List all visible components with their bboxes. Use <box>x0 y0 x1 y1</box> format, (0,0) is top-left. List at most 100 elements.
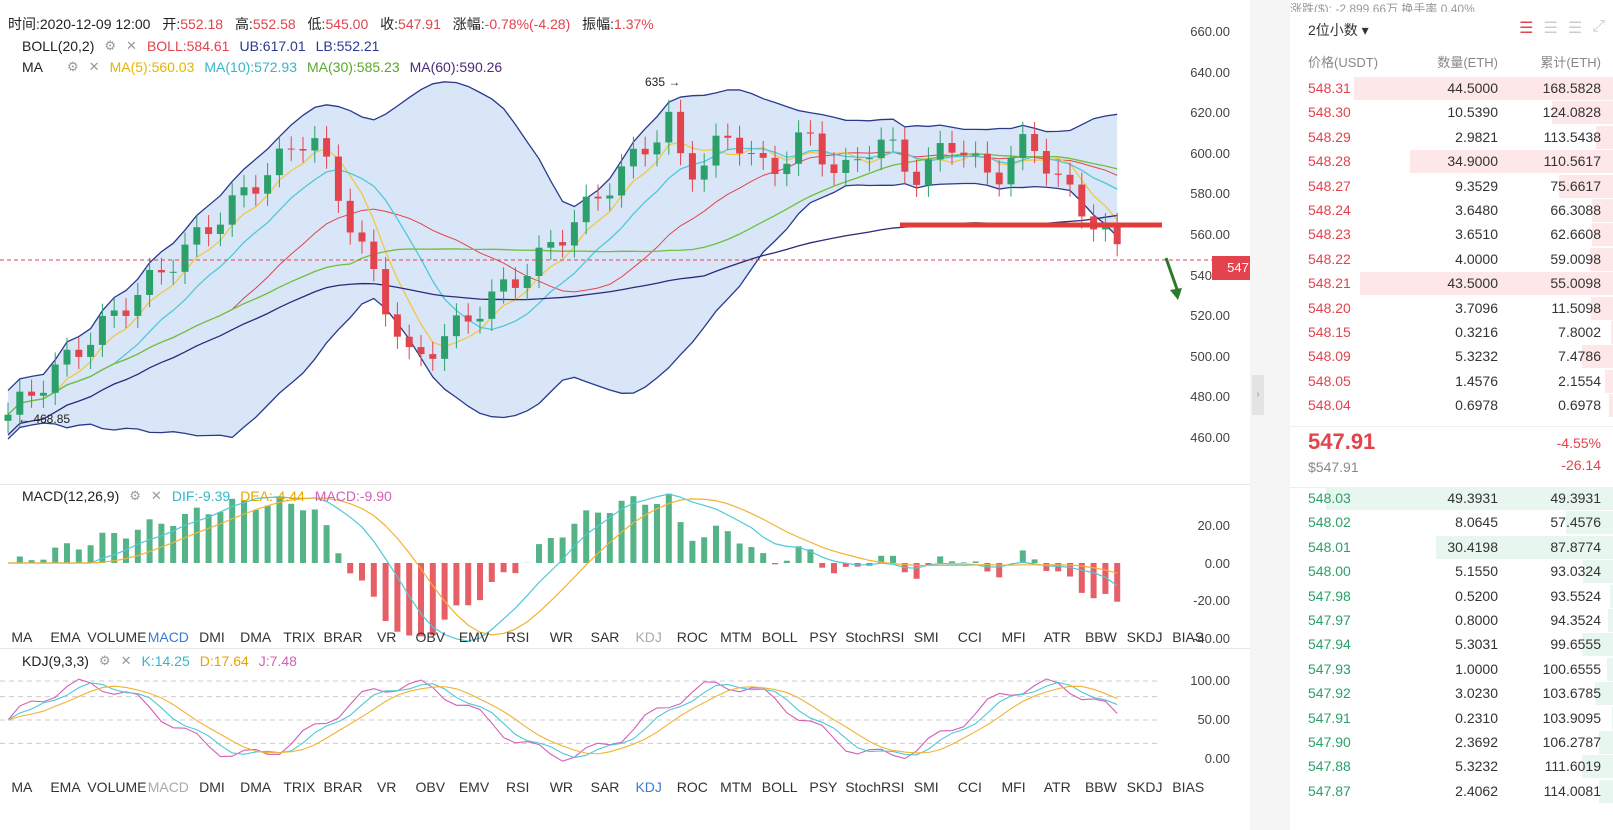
ask-row[interactable]: 548.21 43.5000 55.0098 <box>1290 271 1613 296</box>
bid-row[interactable]: 548.03 49.3931 49.3931 <box>1290 486 1613 511</box>
tab-mtm[interactable]: MTM <box>720 779 752 795</box>
bid-row[interactable]: 547.88 5.3232 111.6019 <box>1290 754 1613 779</box>
ask-row[interactable]: 548.20 3.7096 11.5098 <box>1290 296 1613 321</box>
bid-row[interactable]: 548.00 5.1550 93.0324 <box>1290 559 1613 584</box>
both-view-icon[interactable]: ☰ <box>1519 20 1534 37</box>
bid-row[interactable]: 548.02 8.0645 57.4576 <box>1290 510 1613 535</box>
tab-obv[interactable]: OBV <box>415 779 446 795</box>
bid-row[interactable]: 547.94 5.3031 99.6555 <box>1290 632 1613 657</box>
bid-row[interactable]: 547.93 1.0000 100.6555 <box>1290 657 1613 682</box>
close-icon[interactable]: ✕ <box>126 38 137 53</box>
tab-ma[interactable]: MA <box>11 779 33 795</box>
tab-smi[interactable]: SMI <box>913 779 939 795</box>
tab-bbw[interactable]: BBW <box>1084 779 1117 795</box>
tab-bias[interactable]: BIAS <box>1172 779 1205 795</box>
tab-mfi[interactable]: MFI <box>1001 629 1026 645</box>
row-price: 548.01 <box>1308 538 1351 555</box>
tab-psy[interactable]: PSY <box>809 629 838 645</box>
tab-boll[interactable]: BOLL <box>761 779 798 795</box>
tab-psy[interactable]: PSY <box>809 779 838 795</box>
ask-row[interactable]: 548.22 4.0000 59.0098 <box>1290 247 1613 272</box>
tab-dmi[interactable]: DMI <box>199 629 225 645</box>
tab-obv[interactable]: OBV <box>415 629 446 645</box>
tab-rsi[interactable]: RSI <box>506 629 530 645</box>
settings-icon[interactable]: ⚙ <box>129 488 141 503</box>
chart-area[interactable]: 635 → ← 468.85 时间:2020-12-09 12:00 开:552.… <box>0 0 1282 830</box>
tab-roc[interactable]: ROC <box>676 629 708 645</box>
tab-dma[interactable]: DMA <box>240 629 272 645</box>
expand-icon[interactable]: ⤢ <box>1592 18 1605 35</box>
ask-row[interactable]: 548.04 0.6978 0.6978 <box>1290 393 1613 418</box>
bid-row[interactable]: 547.98 0.5200 93.5524 <box>1290 584 1613 609</box>
tab-emv[interactable]: EMV <box>458 629 490 645</box>
row-price: 547.87 <box>1308 782 1351 799</box>
tab-ema[interactable]: EMA <box>50 629 81 645</box>
bid-row[interactable]: 547.91 0.2310 103.9095 <box>1290 706 1613 731</box>
tab-cci[interactable]: CCI <box>957 629 982 645</box>
tab-bbw[interactable]: BBW <box>1084 629 1117 645</box>
bid-row[interactable]: 547.90 2.3692 106.2787 <box>1290 730 1613 755</box>
close-icon[interactable]: ✕ <box>88 59 100 74</box>
tab-kdj[interactable]: KDJ <box>635 629 662 645</box>
precision-select[interactable]: 2位小数 ▾ <box>1308 22 1369 38</box>
tab-volume[interactable]: VOLUME <box>87 629 147 645</box>
ask-row[interactable]: 548.31 44.5000 168.5828 <box>1290 76 1613 101</box>
settings-icon[interactable]: ⚙ <box>104 38 117 53</box>
bid-row[interactable]: 548.01 30.4198 87.8774 <box>1290 535 1613 560</box>
ask-row[interactable]: 548.24 3.6480 66.3088 <box>1290 198 1613 223</box>
tab-kdj[interactable]: KDJ <box>635 779 662 795</box>
ask-row[interactable]: 548.28 34.9000 110.5617 <box>1290 149 1613 174</box>
tab-dma[interactable]: DMA <box>240 779 272 795</box>
tab-dmi[interactable]: DMI <box>199 779 225 795</box>
tab-sar[interactable]: SAR <box>590 629 620 645</box>
tab-brar[interactable]: BRAR <box>323 779 363 795</box>
collapse-handle-icon[interactable]: › <box>1252 375 1264 415</box>
tab-emv[interactable]: EMV <box>458 779 490 795</box>
tab-atr[interactable]: ATR <box>1043 629 1071 645</box>
tab-rsi[interactable]: RSI <box>506 779 530 795</box>
tab-ema[interactable]: EMA <box>50 779 81 795</box>
tab-vr[interactable]: VR <box>376 629 397 645</box>
tab-wr[interactable]: WR <box>549 629 574 645</box>
tab-trix[interactable]: TRIX <box>283 629 316 645</box>
tab-volume[interactable]: VOLUME <box>87 779 147 795</box>
tab-roc[interactable]: ROC <box>676 779 708 795</box>
bid-row[interactable]: 547.87 2.4062 114.0081 <box>1290 779 1613 804</box>
tab-mtm[interactable]: MTM <box>720 629 752 645</box>
ask-row[interactable]: 548.23 3.6510 62.6608 <box>1290 222 1613 247</box>
tab-brar[interactable]: BRAR <box>323 629 363 645</box>
ask-row[interactable]: 548.09 5.3232 7.4786 <box>1290 344 1613 369</box>
tab-macd[interactable]: MACD <box>147 779 189 795</box>
tab-skdj[interactable]: SKDJ <box>1126 629 1163 645</box>
tab-cci[interactable]: CCI <box>957 779 982 795</box>
tab-boll[interactable]: BOLL <box>761 629 798 645</box>
tab-trix[interactable]: TRIX <box>283 779 316 795</box>
tab-macd[interactable]: MACD <box>147 629 189 645</box>
bid-row[interactable]: 547.92 3.0230 103.6785 <box>1290 681 1613 706</box>
tab-stochrsi[interactable]: StochRSI <box>845 779 905 795</box>
tab-atr[interactable]: ATR <box>1043 779 1071 795</box>
ask-row[interactable]: 548.15 0.3216 7.8002 <box>1290 320 1613 345</box>
ask-row[interactable]: 548.29 2.9821 113.5438 <box>1290 125 1613 150</box>
close-icon[interactable]: ✕ <box>120 653 132 668</box>
tab-stochrsi[interactable]: StochRSI <box>845 629 905 645</box>
asks-view-icon[interactable]: ☰ <box>1567 20 1583 37</box>
settings-icon[interactable]: ⚙ <box>67 59 79 74</box>
tab-sar[interactable]: SAR <box>590 779 620 795</box>
ask-row[interactable]: 548.30 10.5390 124.0828 <box>1290 100 1613 125</box>
bid-row[interactable]: 547.97 0.8000 94.3524 <box>1290 608 1613 633</box>
tab-ma[interactable]: MA <box>11 629 33 645</box>
tab-wr[interactable]: WR <box>549 779 574 795</box>
dif-value: DIF:-9.39 <box>171 488 231 504</box>
ask-row[interactable]: 548.27 9.3529 75.6617 <box>1290 174 1613 199</box>
tab-vr[interactable]: VR <box>376 779 397 795</box>
tab-smi[interactable]: SMI <box>913 629 939 645</box>
tab-mfi[interactable]: MFI <box>1001 779 1026 795</box>
close-icon[interactable]: ✕ <box>150 488 162 503</box>
candlestick-chart[interactable]: 635 → ← 468.85 <box>0 0 1250 830</box>
ask-row[interactable]: 548.05 1.4576 2.1554 <box>1290 369 1613 394</box>
settings-icon[interactable]: ⚙ <box>98 653 111 668</box>
bids-view-icon[interactable]: ☰ <box>1543 20 1558 37</box>
tab-skdj[interactable]: SKDJ <box>1126 779 1163 795</box>
tab-bias[interactable]: BIAS <box>1172 629 1205 645</box>
